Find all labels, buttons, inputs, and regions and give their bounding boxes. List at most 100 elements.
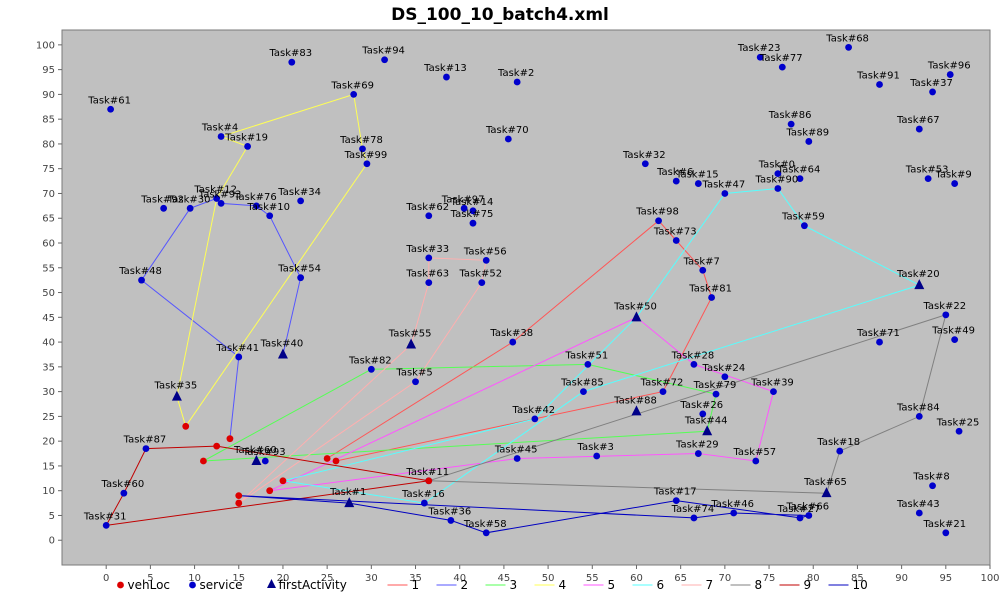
task-point — [120, 489, 128, 497]
task-point — [796, 514, 804, 522]
y-tick-label: 90 — [42, 90, 55, 101]
legend-item-vehLoc: vehLoc — [117, 578, 170, 592]
first-activity-marker — [171, 390, 182, 401]
y-tick-label: 20 — [42, 437, 55, 448]
task-point — [363, 160, 371, 168]
task-point — [951, 336, 959, 344]
task-point — [513, 78, 521, 86]
task-label: Task#31 — [83, 511, 127, 522]
task-label: Task#93 — [242, 447, 286, 458]
x-tick-label: 5 — [147, 573, 153, 584]
first-activity-label: Task#60 — [233, 445, 277, 456]
first-activity-label: Task#88 — [613, 395, 657, 406]
task-label: Task#92 — [140, 194, 184, 205]
legend-dot — [189, 581, 196, 589]
task-label: Task#37 — [909, 78, 953, 89]
task-point — [288, 58, 296, 66]
x-tick-label: 95 — [939, 573, 952, 584]
task-label: Task#16 — [401, 489, 445, 500]
legend-label: service — [200, 578, 243, 592]
task-point — [412, 378, 419, 386]
x-tick-label: 85 — [851, 573, 864, 584]
first-activity-label: Task#50 — [613, 301, 657, 312]
task-label: Task#41 — [215, 343, 259, 354]
x-tick-label: 45 — [498, 573, 511, 584]
x-tick-label: 15 — [232, 573, 245, 584]
y-tick-label: 25 — [42, 412, 55, 423]
task-label: Task#63 — [405, 269, 449, 280]
y-tick-label: 50 — [42, 288, 55, 299]
task-point — [801, 222, 808, 230]
task-label: Task#38 — [489, 328, 533, 339]
x-tick-label: 60 — [630, 573, 643, 584]
task-point — [787, 120, 795, 128]
vehloc-point — [266, 487, 274, 495]
y-tick-label: 15 — [42, 461, 55, 472]
task-label: Task#98 — [635, 207, 679, 218]
y-tick-label: 60 — [42, 239, 55, 250]
task-label: Task#34 — [277, 187, 321, 198]
task-point — [217, 133, 225, 140]
y-tick-label: 40 — [42, 338, 55, 349]
route-10-line — [238, 495, 809, 534]
task-label: Task#11 — [405, 467, 449, 478]
task-label: Task#7 — [683, 256, 720, 267]
route-8-line — [428, 314, 947, 494]
legend-item-4: 4 — [534, 578, 566, 592]
legend-item-5: 5 — [583, 578, 615, 592]
y-tick-label: 30 — [42, 387, 55, 398]
legend-label: 2 — [461, 578, 469, 592]
task-label: Task#82 — [348, 355, 392, 366]
task-label: Task#43 — [896, 499, 940, 510]
legend-label: 7 — [706, 578, 714, 592]
chart-title: DS_100_10_batch4.xml — [391, 5, 609, 25]
y-tick-label: 85 — [42, 115, 55, 126]
axis-ticks: 0 5 10 15 20 25 30 35 40 45 50 55 60 65 70 75 80 85 90 95 10… — [36, 40, 1000, 584]
task-label: Task#87 — [123, 435, 167, 446]
first-activity-label: Task#1 — [329, 487, 366, 498]
task-label: Task#93 — [198, 189, 242, 200]
legend-item-7: 7 — [681, 578, 714, 592]
route-6-line — [282, 187, 921, 504]
task-point — [509, 338, 517, 346]
task-point — [142, 445, 150, 452]
task-label: Task#9 — [934, 170, 971, 181]
task-point — [951, 180, 959, 187]
task-label: Task#94 — [361, 46, 405, 57]
legend-item-8: 8 — [730, 578, 762, 592]
task-label: Task#60 — [101, 479, 145, 490]
task-label: Task#85 — [560, 378, 604, 389]
task-label: Task#68 — [825, 33, 869, 44]
legend-label: 10 — [853, 578, 868, 592]
task-label: Task#73 — [653, 227, 697, 238]
task-point — [672, 237, 680, 244]
vehloc-points — [182, 422, 433, 507]
task-point — [482, 529, 490, 537]
vehloc-point — [323, 455, 331, 462]
route-7-line — [238, 257, 487, 504]
route-3-line — [203, 363, 717, 462]
task-label: Task#17 — [653, 487, 697, 498]
legend-dot — [117, 581, 124, 589]
task-label: Task#81 — [688, 284, 732, 295]
x-tick-label: 75 — [763, 573, 776, 584]
task-point — [235, 353, 243, 361]
task-point — [942, 311, 950, 319]
first-activity-marker — [631, 405, 642, 416]
vehloc-point — [200, 457, 207, 465]
task-label: Task#53 — [905, 165, 949, 176]
task-label: Task#66 — [785, 501, 829, 512]
task-point — [721, 373, 729, 381]
vehloc-point — [235, 499, 243, 507]
vehloc-point — [425, 477, 433, 485]
task-labels: Task#61 Task#83 Task#94 Task#13 Task#2 Task#6… — [83, 33, 980, 529]
x-tick-label: 10 — [188, 573, 201, 584]
task-point — [672, 177, 680, 185]
task-label: Task#49 — [931, 326, 975, 337]
task-label: Task#97 — [441, 194, 485, 205]
task-label: Task#75 — [450, 209, 494, 220]
task-point — [915, 412, 923, 420]
task-label: Task#59 — [781, 212, 825, 223]
task-label: Task#45 — [494, 444, 538, 455]
